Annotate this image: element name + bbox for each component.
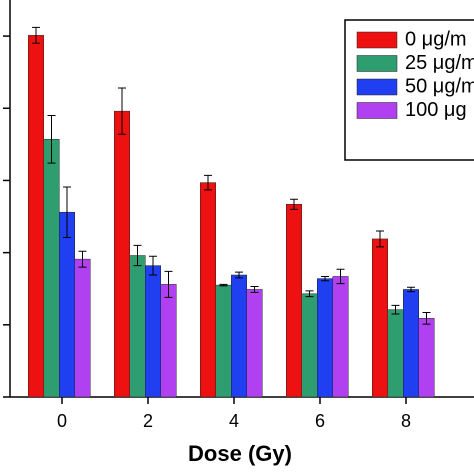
legend-label: 25 μg/m [405,52,474,74]
error-bar [290,198,298,210]
error-bar [78,250,87,268]
bar [43,139,60,398]
bar [403,289,419,398]
legend-label: 50 μg/m [405,75,474,97]
bar [301,293,318,398]
legend-swatch [356,31,398,49]
bar [246,289,263,398]
legend-swatch [356,102,398,119]
x-tick-label: 6 [315,411,325,431]
bar [286,204,302,398]
error-bar [391,304,400,315]
error-bar [118,87,126,135]
error-bar [63,186,71,238]
bar [59,211,75,398]
error-bar [149,255,157,276]
error-bar [47,114,56,164]
error-bar [336,268,345,285]
bar [129,255,146,398]
bar [387,309,404,398]
error-bar [219,283,228,287]
bar [372,238,388,398]
error-bar [235,271,243,279]
bar [200,182,216,398]
legend-label: 0 μg/m [405,28,467,50]
x-tick-label: 4 [229,411,239,431]
bar [28,35,44,398]
x-tick-label: 8 [401,411,411,431]
error-bar [204,174,212,191]
bar [215,284,232,398]
error-bar [32,26,40,44]
error-bar [407,286,415,293]
bar [418,318,435,398]
bar [317,278,333,398]
error-bar [422,312,431,325]
bar [114,110,130,398]
bar [160,284,177,398]
error-bar [321,275,329,282]
bar [332,276,349,398]
bar [231,274,247,398]
x-tick-label: 0 [57,411,67,431]
legend-swatch [356,78,398,96]
legend-label: 100 μg [405,99,467,121]
error-bar [305,290,314,298]
bar [74,258,91,398]
bar [145,265,161,398]
x-axis-label: Dose (Gy) [188,441,292,466]
x-tick-label: 2 [143,411,153,431]
error-bar [164,270,173,298]
error-bar [133,244,142,267]
error-bar [376,230,384,248]
error-bar [250,286,259,293]
legend-swatch [356,55,398,72]
